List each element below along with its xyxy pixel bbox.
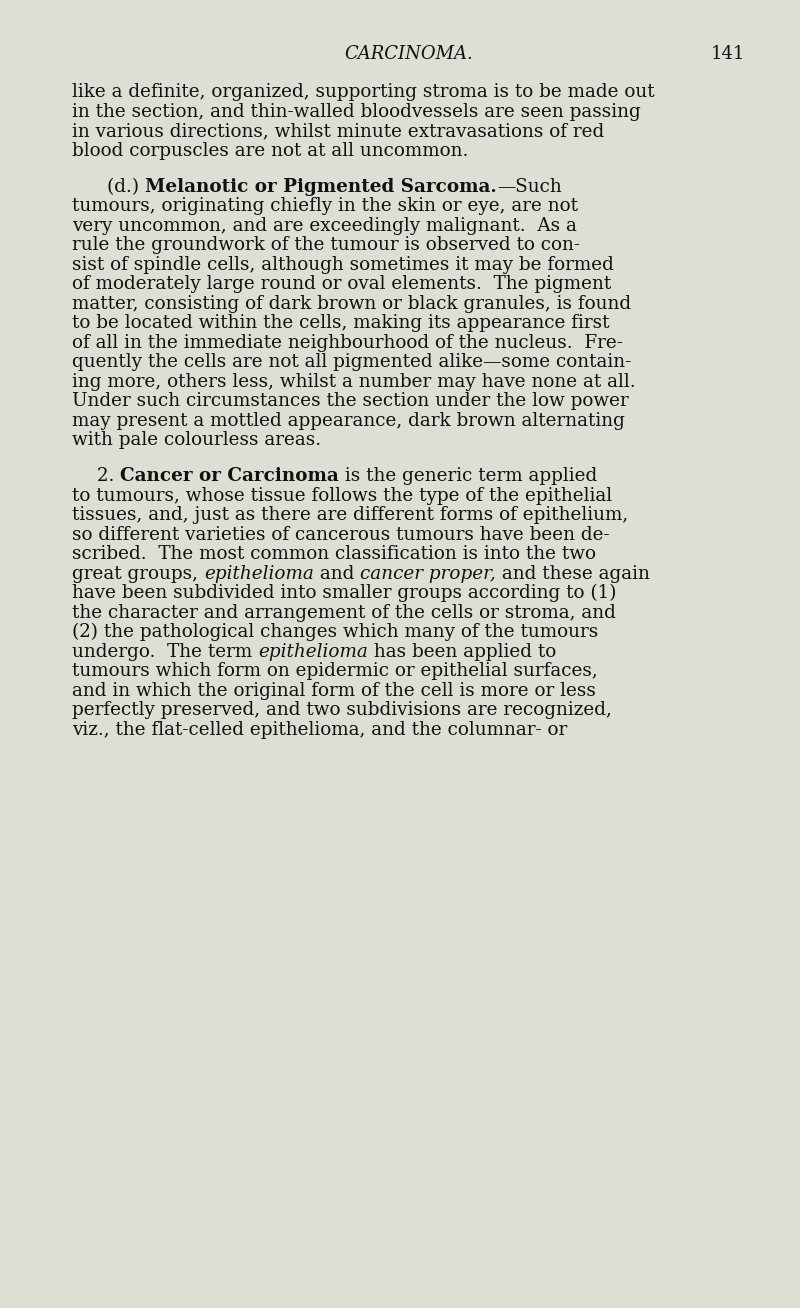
Text: great groups,: great groups,: [72, 565, 204, 582]
Text: ing more, others less, whilst a number may have none at all.: ing more, others less, whilst a number m…: [72, 373, 636, 391]
Text: may present a mottled appearance, dark brown alternating: may present a mottled appearance, dark b…: [72, 412, 625, 429]
Text: epithelioma: epithelioma: [204, 565, 314, 582]
Text: cancer proper,: cancer proper,: [360, 565, 496, 582]
Text: epithelioma: epithelioma: [258, 642, 368, 661]
Text: and these again: and these again: [496, 565, 650, 582]
Text: with pale colourless areas.: with pale colourless areas.: [72, 432, 321, 449]
Text: quently the cells are not all pigmented alike—some contain-: quently the cells are not all pigmented …: [72, 353, 631, 371]
Text: 141: 141: [710, 44, 745, 63]
Text: like a definite, organized, supporting stroma is to be made out: like a definite, organized, supporting s…: [72, 82, 654, 101]
Text: CARCINOMA.: CARCINOMA.: [344, 44, 473, 63]
Text: blood corpuscles are not at all uncommon.: blood corpuscles are not at all uncommon…: [72, 141, 468, 160]
Text: of moderately large round or oval elements.  The pigment: of moderately large round or oval elemen…: [72, 275, 611, 293]
Text: of all in the immediate neighbourhood of the nucleus.  Fre-: of all in the immediate neighbourhood of…: [72, 334, 623, 352]
Text: —Such: —Such: [497, 178, 562, 196]
Text: to be located within the cells, making its appearance first: to be located within the cells, making i…: [72, 314, 610, 332]
Text: so different varieties of cancerous tumours have been de-: so different varieties of cancerous tumo…: [72, 526, 610, 544]
Text: Cancer or Carcinoma: Cancer or Carcinoma: [120, 467, 339, 485]
Text: tumours, originating chiefly in the skin or eye, are not: tumours, originating chiefly in the skin…: [72, 198, 578, 215]
Text: and in which the original form of the cell is more or less: and in which the original form of the ce…: [72, 681, 596, 700]
Text: and: and: [314, 565, 360, 582]
Text: in the section, and thin-walled bloodvessels are seen passing: in the section, and thin-walled bloodves…: [72, 102, 641, 120]
Text: to tumours, whose tissue follows the type of the epithelial: to tumours, whose tissue follows the typ…: [72, 487, 612, 505]
Text: perfectly preserved, and two subdivisions are recognized,: perfectly preserved, and two subdivision…: [72, 701, 612, 719]
Text: have been subdivided into smaller groups according to (1): have been subdivided into smaller groups…: [72, 585, 617, 603]
Text: matter, consisting of dark brown or black granules, is found: matter, consisting of dark brown or blac…: [72, 294, 631, 313]
Text: Melanotic or Pigmented Sarcoma.: Melanotic or Pigmented Sarcoma.: [145, 178, 497, 196]
Text: (d.): (d.): [107, 178, 145, 196]
Text: the character and arrangement of the cells or stroma, and: the character and arrangement of the cel…: [72, 604, 616, 621]
Text: rule the groundwork of the tumour is observed to con-: rule the groundwork of the tumour is obs…: [72, 237, 580, 254]
Text: scribed.  The most common classification is into the two: scribed. The most common classification …: [72, 545, 596, 564]
Text: 2.: 2.: [97, 467, 120, 485]
Text: very uncommon, and are exceedingly malignant.  As a: very uncommon, and are exceedingly malig…: [72, 217, 577, 234]
Text: Under such circumstances the section under the low power: Under such circumstances the section und…: [72, 392, 629, 411]
Text: undergo.  The term: undergo. The term: [72, 642, 258, 661]
Text: viz., the flat-celled epithelioma, and the columnar- or: viz., the flat-celled epithelioma, and t…: [72, 721, 567, 739]
Text: sist of spindle cells, although sometimes it may be formed: sist of spindle cells, although sometime…: [72, 255, 614, 273]
Text: is the generic term applied: is the generic term applied: [339, 467, 598, 485]
Text: tissues, and, just as there are different forms of epithelium,: tissues, and, just as there are differen…: [72, 506, 628, 525]
Text: has been applied to: has been applied to: [368, 642, 556, 661]
Text: tumours which form on epidermic or epithelial surfaces,: tumours which form on epidermic or epith…: [72, 662, 598, 680]
Text: in various directions, whilst minute extravasations of red: in various directions, whilst minute ext…: [72, 122, 604, 140]
Text: (2) the pathological changes which many of the tumours: (2) the pathological changes which many …: [72, 623, 598, 641]
